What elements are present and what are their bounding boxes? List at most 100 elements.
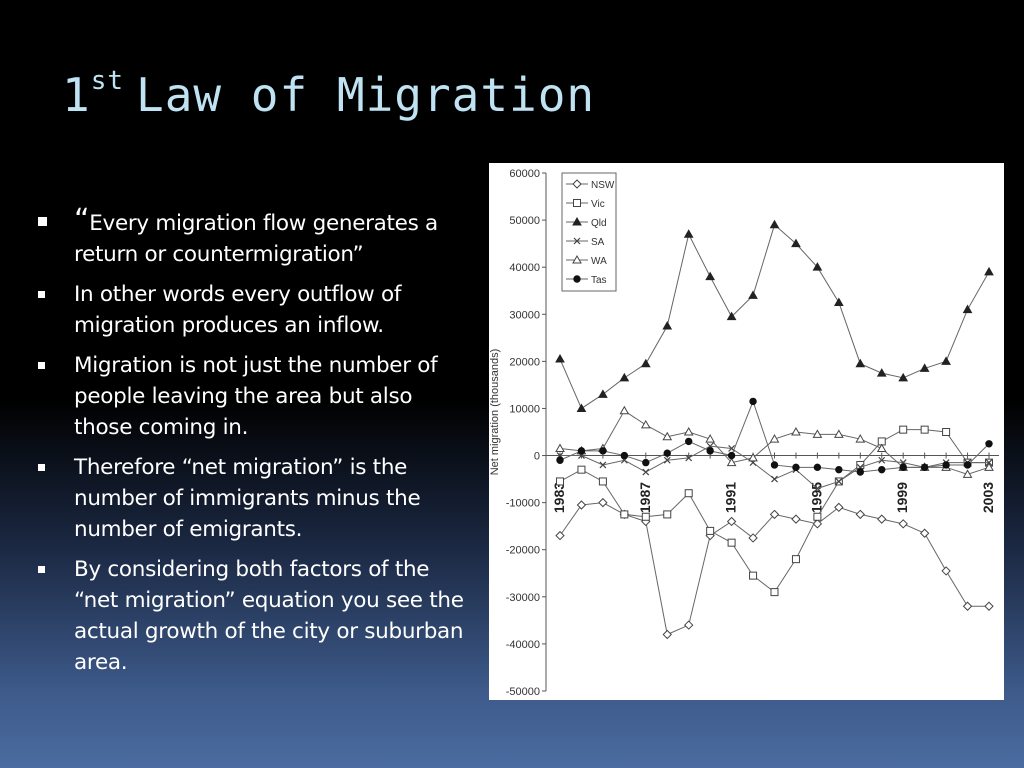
data-point-wa [855, 434, 866, 443]
data-point-nsw [962, 601, 973, 611]
data-point-qld [962, 304, 973, 314]
data-point-tas [942, 461, 950, 469]
y-tick-label: 60000 [509, 168, 540, 180]
data-point-tas [706, 447, 714, 455]
y-tick-label: 50000 [509, 215, 540, 227]
legend-label-vic: Vic [591, 199, 605, 210]
data-point-tas [770, 461, 779, 469]
data-point-vic [641, 512, 650, 521]
data-point-tas [878, 465, 886, 474]
data-point-vic [770, 588, 779, 597]
data-point-nsw [598, 497, 608, 508]
data-point-qld [726, 311, 737, 321]
legend-label-tas: Tas [591, 275, 607, 286]
data-point-tas [899, 463, 907, 472]
chart-svg: 60000 50000 40000 30000 20000 10000 0 -10000 -20… [489, 168, 999, 698]
y-tick-label: 10000 [509, 403, 540, 415]
data-point-vic [920, 425, 929, 434]
data-point-nsw [919, 528, 930, 538]
x-tick-label: 1991 [723, 482, 739, 513]
x-tick-label: 1999 [894, 482, 910, 513]
data-point-vic [942, 428, 951, 436]
data-point-sa [771, 475, 778, 483]
data-point-nsw [855, 509, 866, 520]
data-point-wa [726, 457, 737, 467]
bullet-list: “Every migration flow generates a return… [36, 206, 466, 687]
y-tick-label: 0 [534, 451, 540, 463]
data-point-nsw [683, 620, 694, 630]
data-point-tas [620, 451, 629, 460]
data-point-qld [555, 354, 565, 363]
data-point-qld [705, 271, 716, 281]
data-point-tas [663, 449, 671, 457]
data-point-wa [662, 431, 673, 441]
title-number: 1 [62, 68, 91, 122]
data-point-nsw [662, 629, 672, 640]
data-point-wa [984, 462, 994, 471]
data-point-qld [748, 290, 758, 299]
data-point-sa [813, 485, 821, 492]
data-point-tas [963, 461, 972, 469]
y-tick-label: -10000 [506, 498, 540, 510]
data-point-nsw [877, 514, 887, 524]
bullet-text: By considering both factors of the “net … [74, 557, 464, 675]
bullet-square-icon [38, 217, 47, 226]
bullet-item: In other words every outflow of migratio… [36, 279, 466, 341]
data-point-nsw [555, 530, 565, 541]
data-point-qld [898, 372, 909, 382]
data-point-wa [812, 429, 823, 438]
bullet-text: Migration is not just the number of peop… [74, 353, 438, 440]
x-tick-label: 1987 [637, 482, 653, 513]
data-point-sa [599, 461, 607, 469]
data-point-qld [812, 262, 823, 271]
data-point-vic [749, 571, 758, 580]
data-point-wa [705, 434, 716, 443]
title-superscript: st [90, 66, 125, 96]
legend-marker-vic [573, 199, 581, 207]
data-point-wa [640, 419, 651, 429]
data-point-qld [640, 358, 651, 368]
data-point-qld [683, 229, 694, 238]
data-point-qld [833, 297, 844, 306]
data-point-tas [856, 468, 864, 476]
data-point-vic [727, 538, 736, 547]
bullet-square-icon [38, 362, 45, 369]
y-axis-label: Net migration (thousands) [489, 349, 501, 476]
y-tick-label: 20000 [509, 356, 540, 368]
y-tick-label: -20000 [506, 545, 540, 557]
legend-marker-tas [573, 275, 581, 283]
bullet-text: Every migration flow generates a return … [74, 211, 438, 267]
bullet-item: “Every migration flow generates a return… [36, 206, 466, 270]
data-point-wa [619, 405, 630, 415]
data-point-tas [685, 437, 693, 446]
data-point-nsw [576, 500, 587, 510]
bullet-item: Migration is not just the number of peop… [36, 350, 466, 443]
data-point-sa [878, 456, 886, 464]
legend-marker-sa [573, 237, 581, 245]
data-point-vic [663, 510, 672, 519]
data-point-qld [919, 363, 930, 372]
data-point-vic [620, 510, 629, 519]
data-point-sa [728, 445, 736, 452]
data-point-tas [813, 463, 822, 472]
data-point-qld [876, 368, 887, 377]
x-tick-label: 1983 [551, 482, 567, 513]
data-point-wa [962, 469, 973, 478]
x-tick-label: 1995 [808, 482, 824, 513]
data-point-tas [556, 456, 564, 464]
data-point-tas [792, 463, 800, 472]
data-point-tas [577, 447, 586, 455]
data-point-tas [985, 440, 993, 448]
data-point-vic [813, 512, 822, 521]
data-point-tas [727, 451, 736, 460]
y-tick-label: 40000 [509, 262, 540, 274]
data-point-vic [598, 477, 607, 486]
data-point-qld [791, 238, 801, 248]
data-point-wa [769, 434, 780, 443]
data-point-sa [663, 456, 671, 464]
legend-label-sa: SA [591, 237, 605, 248]
data-point-qld [769, 219, 780, 229]
data-point-qld [598, 389, 608, 398]
data-point-vic [899, 425, 908, 434]
title-text: Law of Migration [136, 68, 596, 122]
